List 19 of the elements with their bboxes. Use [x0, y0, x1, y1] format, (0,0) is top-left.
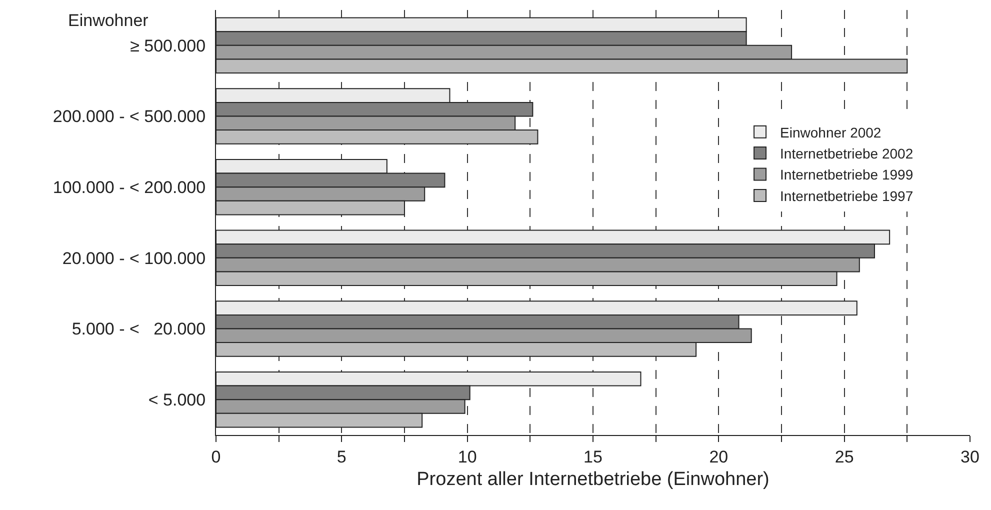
- x-axis-title: Prozent aller Internetbetriebe (Einwohner): [416, 469, 770, 490]
- legend-label: Internetbetriebe 1999: [780, 166, 914, 183]
- y-tick-label: 100.000 - < 200.000: [52, 178, 206, 198]
- y-tick-label: 5.000 - < 20.000: [72, 320, 206, 339]
- x-tick-label: 30: [960, 447, 980, 466]
- y-tick-label: < 5.000: [148, 390, 206, 410]
- x-tick-label: 20: [709, 447, 728, 466]
- x-tick-label: 15: [584, 447, 602, 466]
- legend-label: Einwohner 2002: [780, 124, 882, 140]
- y-tick-label: 200.000 - < 500.000: [52, 107, 206, 126]
- x-tick-label: 5: [336, 447, 346, 466]
- y-axis-title: Einwohner: [68, 11, 149, 30]
- y-tick-label: 20.000 - < 100.000: [62, 248, 206, 268]
- x-tick-label: 0: [211, 447, 221, 466]
- legend-label: Internetbetriebe 2002: [780, 146, 914, 162]
- x-tick-label: 10: [458, 447, 477, 466]
- legend-label: Internetbetriebe 1997: [780, 188, 914, 204]
- x-tick-label: 25: [834, 447, 854, 466]
- y-tick-label: ≥ 500.000: [130, 36, 206, 56]
